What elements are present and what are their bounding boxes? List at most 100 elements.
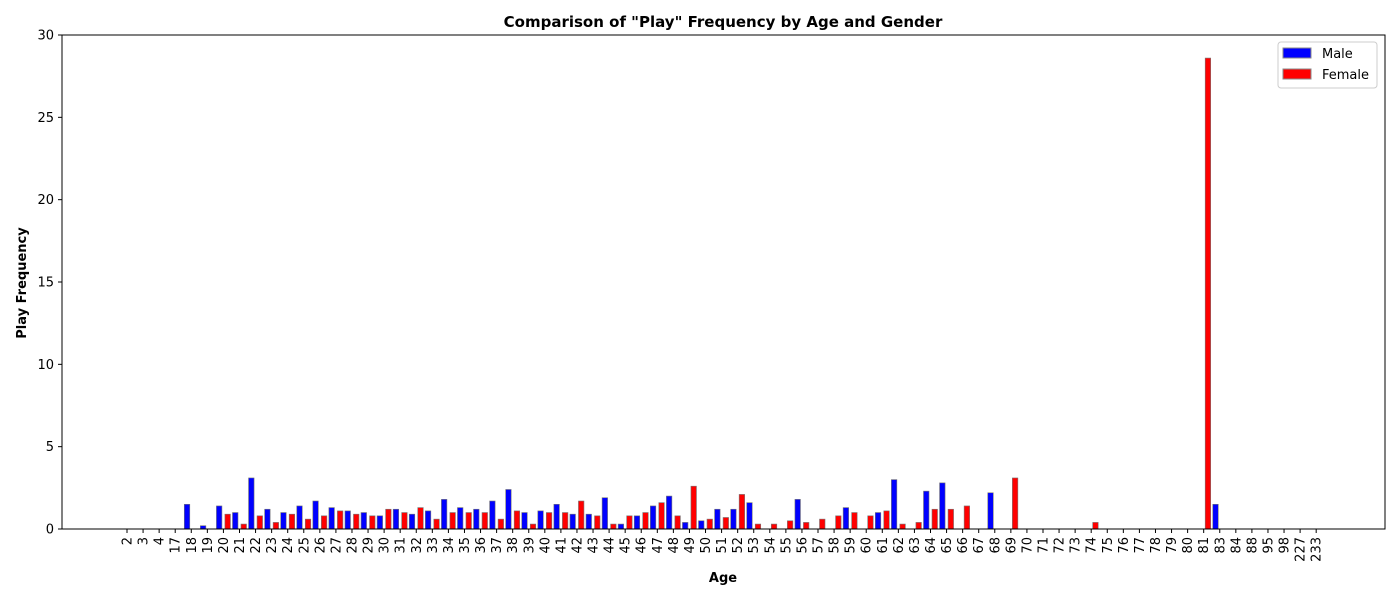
x-tick-label: 88 xyxy=(1245,537,1260,554)
bar-female xyxy=(385,508,392,530)
bar-male xyxy=(730,508,737,530)
x-tick-label: 32 xyxy=(410,537,425,554)
x-tick-label: 58 xyxy=(828,537,843,554)
y-tick-label: 0 xyxy=(46,523,54,538)
bar-female xyxy=(417,507,424,530)
bar-female xyxy=(851,512,858,530)
x-tick-label: 79 xyxy=(1165,537,1180,554)
bar-female xyxy=(722,517,729,530)
x-tick-label: 72 xyxy=(1053,537,1068,554)
x-tick-label: 30 xyxy=(378,537,393,554)
bar-male xyxy=(344,510,351,530)
bar-male xyxy=(473,508,480,530)
bar-male xyxy=(1212,503,1219,530)
bar-male xyxy=(360,512,367,530)
bar-male xyxy=(987,492,994,530)
x-tick-label: 67 xyxy=(972,537,987,554)
bar-female xyxy=(915,522,922,530)
bar-female xyxy=(513,510,520,530)
bar-female xyxy=(610,523,617,530)
bar-male xyxy=(553,503,560,530)
x-tick-label: 71 xyxy=(1036,537,1051,554)
x-tick-label: 18 xyxy=(185,537,200,554)
bar-female xyxy=(819,518,826,530)
x-tick-label: 24 xyxy=(281,537,296,554)
x-tick-label: 39 xyxy=(522,537,537,554)
x-tick-label: 53 xyxy=(747,537,762,554)
bar-male xyxy=(296,505,303,530)
x-tick-label: 4 xyxy=(153,537,168,545)
bar-female xyxy=(353,513,360,530)
x-tick-label: 76 xyxy=(1117,537,1132,554)
bar-female xyxy=(321,515,328,530)
bar-female xyxy=(883,510,890,530)
bar-male xyxy=(939,482,946,530)
bar-male xyxy=(312,500,319,530)
bar-male xyxy=(569,513,576,530)
bar-female xyxy=(803,522,810,530)
y-tick-label: 5 xyxy=(46,440,54,455)
x-tick-label: 23 xyxy=(265,537,280,554)
x-tick-label: 233 xyxy=(1310,537,1325,562)
x-tick-label: 27 xyxy=(329,537,344,554)
x-tick-label: 44 xyxy=(603,537,618,554)
bar-female xyxy=(369,515,376,530)
x-tick-label: 49 xyxy=(683,537,698,554)
y-tick-label: 10 xyxy=(37,358,54,373)
bar-male xyxy=(248,477,255,530)
bar-male xyxy=(633,515,641,530)
bar-male xyxy=(794,499,801,530)
bar-female xyxy=(224,513,231,530)
bar-female xyxy=(626,515,633,530)
x-tick-label: 2 xyxy=(121,537,136,545)
bar-male xyxy=(874,512,882,530)
bar-female xyxy=(706,518,713,530)
bar-male xyxy=(682,522,689,530)
bar-female xyxy=(642,512,649,530)
x-tick-label: 35 xyxy=(458,537,473,554)
bar-male xyxy=(698,520,705,530)
bar-female xyxy=(899,523,906,530)
bar-male xyxy=(601,497,608,530)
bar-female xyxy=(529,523,537,530)
x-tick-label: 60 xyxy=(860,537,875,554)
x-tick-label: 29 xyxy=(362,537,377,554)
bar-female xyxy=(738,494,745,530)
x-tick-label: 64 xyxy=(924,537,939,554)
bar-female xyxy=(835,515,842,530)
bar-male xyxy=(376,515,383,530)
bar-female xyxy=(674,515,681,530)
x-tick-label: 56 xyxy=(795,537,810,554)
x-tick-label: 21 xyxy=(233,537,248,554)
x-tick-label: 83 xyxy=(1213,537,1228,554)
x-tick-label: 69 xyxy=(1004,537,1019,554)
x-tick-label: 40 xyxy=(538,537,553,554)
x-tick-label: 74 xyxy=(1085,537,1100,554)
x-tick-label: 51 xyxy=(715,537,730,554)
x-tick-label: 77 xyxy=(1133,537,1148,554)
x-tick-label: 80 xyxy=(1181,537,1196,554)
x-tick-label: 42 xyxy=(570,537,585,554)
x-tick-label: 38 xyxy=(506,537,521,554)
bar-female xyxy=(754,523,762,530)
x-tick-label: 33 xyxy=(426,537,441,554)
x-tick-label: 26 xyxy=(313,537,328,554)
bar-male xyxy=(650,505,657,530)
y-axis-label: Play Frequency xyxy=(15,227,30,339)
bar-male xyxy=(441,499,448,530)
x-tick-label: 59 xyxy=(844,537,859,554)
legend-swatch-female xyxy=(1282,68,1312,80)
bar-female xyxy=(690,485,697,530)
bar-female xyxy=(787,520,794,530)
bar-female xyxy=(770,523,778,530)
bar-male xyxy=(264,508,271,530)
x-tick-label: 78 xyxy=(1149,537,1164,554)
x-tick-label: 95 xyxy=(1261,537,1276,554)
x-tick-label: 227 xyxy=(1294,537,1309,562)
x-axis-label: Age xyxy=(709,571,737,586)
x-tick-label: 55 xyxy=(779,537,794,554)
bar-female xyxy=(658,502,665,530)
x-tick-label: 22 xyxy=(249,537,264,554)
x-tick-label: 46 xyxy=(635,537,650,554)
x-tick-label: 45 xyxy=(619,537,634,554)
